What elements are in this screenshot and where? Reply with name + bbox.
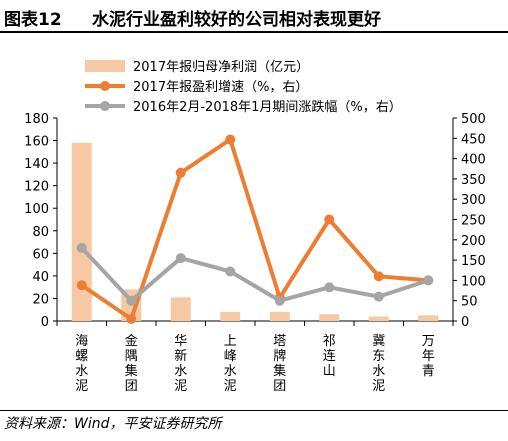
category-label: 牌 bbox=[273, 348, 286, 364]
growth-point bbox=[76, 280, 87, 291]
source-rule bbox=[0, 410, 508, 411]
right-tick-label: 150 bbox=[461, 254, 486, 269]
legend-swatch-marker bbox=[100, 101, 110, 111]
category-label: 山 bbox=[323, 364, 336, 379]
category-label: 连 bbox=[323, 348, 336, 364]
right-tick-label: 400 bbox=[461, 153, 486, 168]
category-label: 泥 bbox=[372, 379, 385, 394]
right-tick-label: 0 bbox=[461, 315, 469, 330]
growth-point bbox=[373, 271, 384, 282]
right-tick-label: 450 bbox=[461, 132, 486, 147]
category-label: 螺 bbox=[75, 349, 88, 364]
left-tick-label: 180 bbox=[24, 112, 49, 127]
category-label: 水 bbox=[75, 364, 88, 379]
return-point bbox=[324, 282, 335, 293]
category-label: 祁 bbox=[323, 334, 336, 349]
profit-bar bbox=[368, 316, 389, 321]
left-tick-label: 160 bbox=[24, 135, 49, 150]
category-label: 海 bbox=[75, 334, 88, 349]
source-note: 资料来源：Wind，平安证券研究所 bbox=[4, 416, 222, 432]
title-rule bbox=[0, 31, 508, 33]
return-point bbox=[423, 275, 434, 286]
return-point bbox=[373, 291, 384, 302]
return-point bbox=[175, 253, 186, 264]
right-tick-label: 50 bbox=[461, 295, 478, 310]
category-label: 水 bbox=[174, 364, 187, 379]
profit-bar bbox=[220, 311, 241, 321]
growth-point bbox=[225, 134, 236, 145]
legend-label: 2016年2月-2018年1月期间涨跌幅（%，右） bbox=[133, 99, 402, 115]
profit-bar bbox=[269, 311, 290, 321]
category-label: 年 bbox=[422, 349, 435, 364]
right-tick-label: 350 bbox=[461, 173, 486, 188]
category-label: 上 bbox=[224, 334, 237, 349]
figure-title-bar: 图表12 水泥行业盈利较好的公司相对表现更好 bbox=[0, 0, 508, 30]
category-label: 集 bbox=[125, 363, 138, 379]
right-tick-label: 200 bbox=[461, 234, 486, 249]
left-tick-label: 80 bbox=[32, 225, 49, 240]
figure-title: 水泥行业盈利较好的公司相对表现更好 bbox=[92, 10, 381, 30]
category-label: 塔 bbox=[273, 334, 286, 349]
legend-swatch-bar bbox=[85, 60, 125, 72]
figure-number: 图表12 bbox=[4, 10, 62, 30]
profit-bar bbox=[170, 297, 191, 321]
left-tick-label: 20 bbox=[32, 292, 49, 307]
growth-point bbox=[324, 214, 335, 225]
return-point bbox=[126, 295, 137, 306]
category-label: 峰 bbox=[224, 349, 237, 364]
legend-label: 2017年报盈利增速（%，右） bbox=[133, 80, 308, 95]
category-label: 泥 bbox=[75, 379, 88, 394]
left-tick-label: 120 bbox=[24, 180, 49, 195]
category-label: 隅 bbox=[125, 349, 138, 364]
left-tick-label: 100 bbox=[24, 202, 49, 217]
return-point bbox=[225, 266, 236, 277]
category-label: 青 bbox=[422, 364, 435, 379]
category-label: 水 bbox=[372, 364, 385, 379]
right-tick-label: 300 bbox=[461, 193, 486, 208]
category-label: 水 bbox=[224, 364, 237, 379]
growth-point bbox=[175, 167, 186, 178]
category-label: 金 bbox=[125, 333, 138, 349]
category-label: 泥 bbox=[174, 379, 187, 394]
profit-bar bbox=[418, 315, 439, 321]
category-label: 冀 bbox=[372, 333, 385, 349]
left-tick-label: 40 bbox=[32, 270, 49, 285]
chart: 0 20 40 60 80 100 120 140 160 180 0 50 100 150 200 250 3… bbox=[24, 60, 486, 394]
right-tick-label: 500 bbox=[461, 112, 486, 127]
return-point bbox=[274, 295, 285, 306]
left-tick-label: 0 bbox=[41, 315, 49, 330]
right-tick-label: 100 bbox=[461, 274, 486, 289]
category-label: 泥 bbox=[224, 379, 237, 394]
legend-swatch-marker bbox=[100, 81, 110, 91]
right-tick-label: 250 bbox=[461, 214, 486, 229]
profit-bar bbox=[71, 142, 92, 321]
return-point bbox=[76, 242, 87, 253]
left-tick-label: 140 bbox=[24, 157, 49, 172]
category-label: 东 bbox=[372, 349, 385, 364]
return-line bbox=[80, 246, 429, 303]
category-label: 万 bbox=[422, 334, 435, 349]
left-tick-label: 60 bbox=[32, 247, 49, 262]
category-label: 华 bbox=[174, 334, 187, 349]
profit-bar bbox=[319, 314, 340, 321]
growth-point bbox=[126, 313, 137, 324]
category-label: 团 bbox=[125, 379, 138, 394]
category-label: 团 bbox=[273, 379, 286, 394]
category-label: 新 bbox=[174, 348, 187, 364]
legend-label: 2017年报归母净利润（亿元） bbox=[133, 60, 309, 75]
category-label: 集 bbox=[273, 363, 286, 379]
